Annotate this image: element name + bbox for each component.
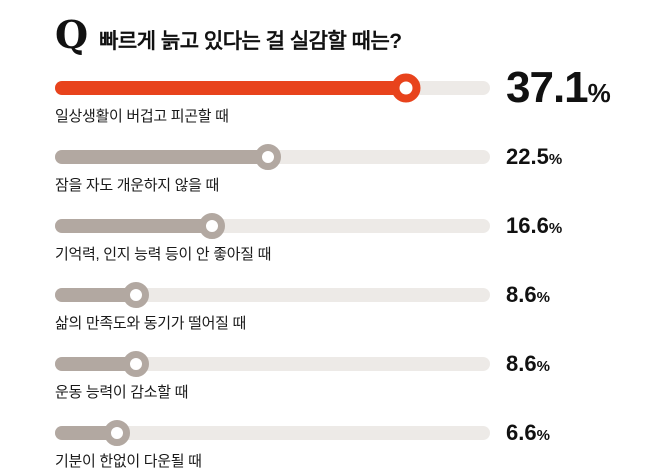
slider-track[interactable] bbox=[55, 144, 490, 170]
chart-row: 운동 능력이 감소할 때 8.6% bbox=[55, 351, 600, 402]
bar-and-label: 일상생활이 버겁고 피곤할 때 bbox=[55, 73, 490, 126]
slider-fill bbox=[55, 150, 268, 164]
row-value: 6.6% bbox=[490, 422, 600, 471]
value-number: 8.6 bbox=[506, 282, 537, 307]
row-value: 22.5% bbox=[490, 146, 600, 195]
chart-row: 잠을 자도 개운하지 않을 때 22.5% bbox=[55, 144, 600, 195]
value-number: 6.6 bbox=[506, 420, 537, 445]
percent-sign: % bbox=[548, 151, 563, 168]
percent-sign: % bbox=[536, 427, 550, 444]
chart-header: Q 빠르게 늙고 있다는 걸 실감할 때는? bbox=[55, 16, 600, 55]
value-number: 37.1 bbox=[506, 63, 589, 112]
slider-fill bbox=[55, 81, 406, 95]
slider-track[interactable] bbox=[55, 420, 490, 446]
value-number: 16.6 bbox=[506, 213, 549, 238]
row-value: 16.6% bbox=[490, 215, 600, 264]
slider-knob[interactable] bbox=[198, 213, 225, 239]
percent-sign: % bbox=[548, 220, 563, 237]
slider-track[interactable] bbox=[55, 282, 490, 308]
slider-fill bbox=[55, 426, 118, 440]
row-label: 잠을 자도 개운하지 않을 때 bbox=[55, 177, 219, 194]
chart-row: 기분이 한없이 다운될 때 6.6% bbox=[55, 420, 600, 471]
slider-knob[interactable] bbox=[104, 420, 131, 446]
row-label: 운동 능력이 감소할 때 bbox=[55, 384, 189, 401]
row-label: 기분이 한없이 다운될 때 bbox=[55, 453, 202, 470]
bar-and-label: 기억력, 인지 능력 등이 안 좋아질 때 bbox=[55, 213, 490, 264]
row-label: 일상생활이 버겁고 피곤할 때 bbox=[55, 108, 229, 125]
slider-knob[interactable] bbox=[123, 351, 150, 377]
slider-fill bbox=[55, 357, 137, 371]
value-number: 8.6 bbox=[506, 351, 537, 376]
slider-knob[interactable] bbox=[254, 144, 281, 170]
row-value: 8.6% bbox=[490, 353, 600, 402]
slider-knob[interactable] bbox=[391, 73, 421, 103]
bar-and-label: 삶의 만족도와 동기가 떨어질 때 bbox=[55, 282, 490, 333]
bar-and-label: 잠을 자도 개운하지 않을 때 bbox=[55, 144, 490, 195]
slider-track[interactable] bbox=[55, 73, 490, 103]
chart-rows: 일상생활이 버겁고 피곤할 때 37.1% 잠을 자도 개운하지 않을 때 22.5%… bbox=[55, 66, 611, 471]
slider-fill bbox=[55, 219, 212, 233]
bar-and-label: 운동 능력이 감소할 때 bbox=[55, 351, 490, 402]
chart-row: 삶의 만족도와 동기가 떨어질 때 8.6% bbox=[55, 282, 600, 333]
chart-row: 일상생활이 버겁고 피곤할 때 37.1% bbox=[55, 66, 611, 126]
percent-sign: % bbox=[536, 289, 550, 306]
slider-track[interactable] bbox=[55, 213, 490, 239]
value-number: 22.5 bbox=[506, 144, 549, 169]
row-label: 기억력, 인지 능력 등이 안 좋아질 때 bbox=[55, 246, 272, 263]
chart-title: 빠르게 늙고 있다는 걸 실감할 때는? bbox=[99, 30, 402, 53]
question-mark: Q bbox=[55, 12, 89, 57]
chart-row: 기억력, 인지 능력 등이 안 좋아질 때 16.6% bbox=[55, 213, 600, 264]
row-label: 삶의 만족도와 동기가 떨어질 때 bbox=[55, 315, 246, 332]
percent-sign: % bbox=[536, 358, 550, 375]
slider-fill bbox=[55, 288, 137, 302]
slider-track[interactable] bbox=[55, 351, 490, 377]
row-value: 8.6% bbox=[490, 284, 600, 333]
row-value: 37.1% bbox=[490, 63, 611, 126]
bar-and-label: 기분이 한없이 다운될 때 bbox=[55, 420, 490, 471]
slider-knob[interactable] bbox=[123, 282, 150, 308]
percent-sign: % bbox=[587, 78, 611, 108]
